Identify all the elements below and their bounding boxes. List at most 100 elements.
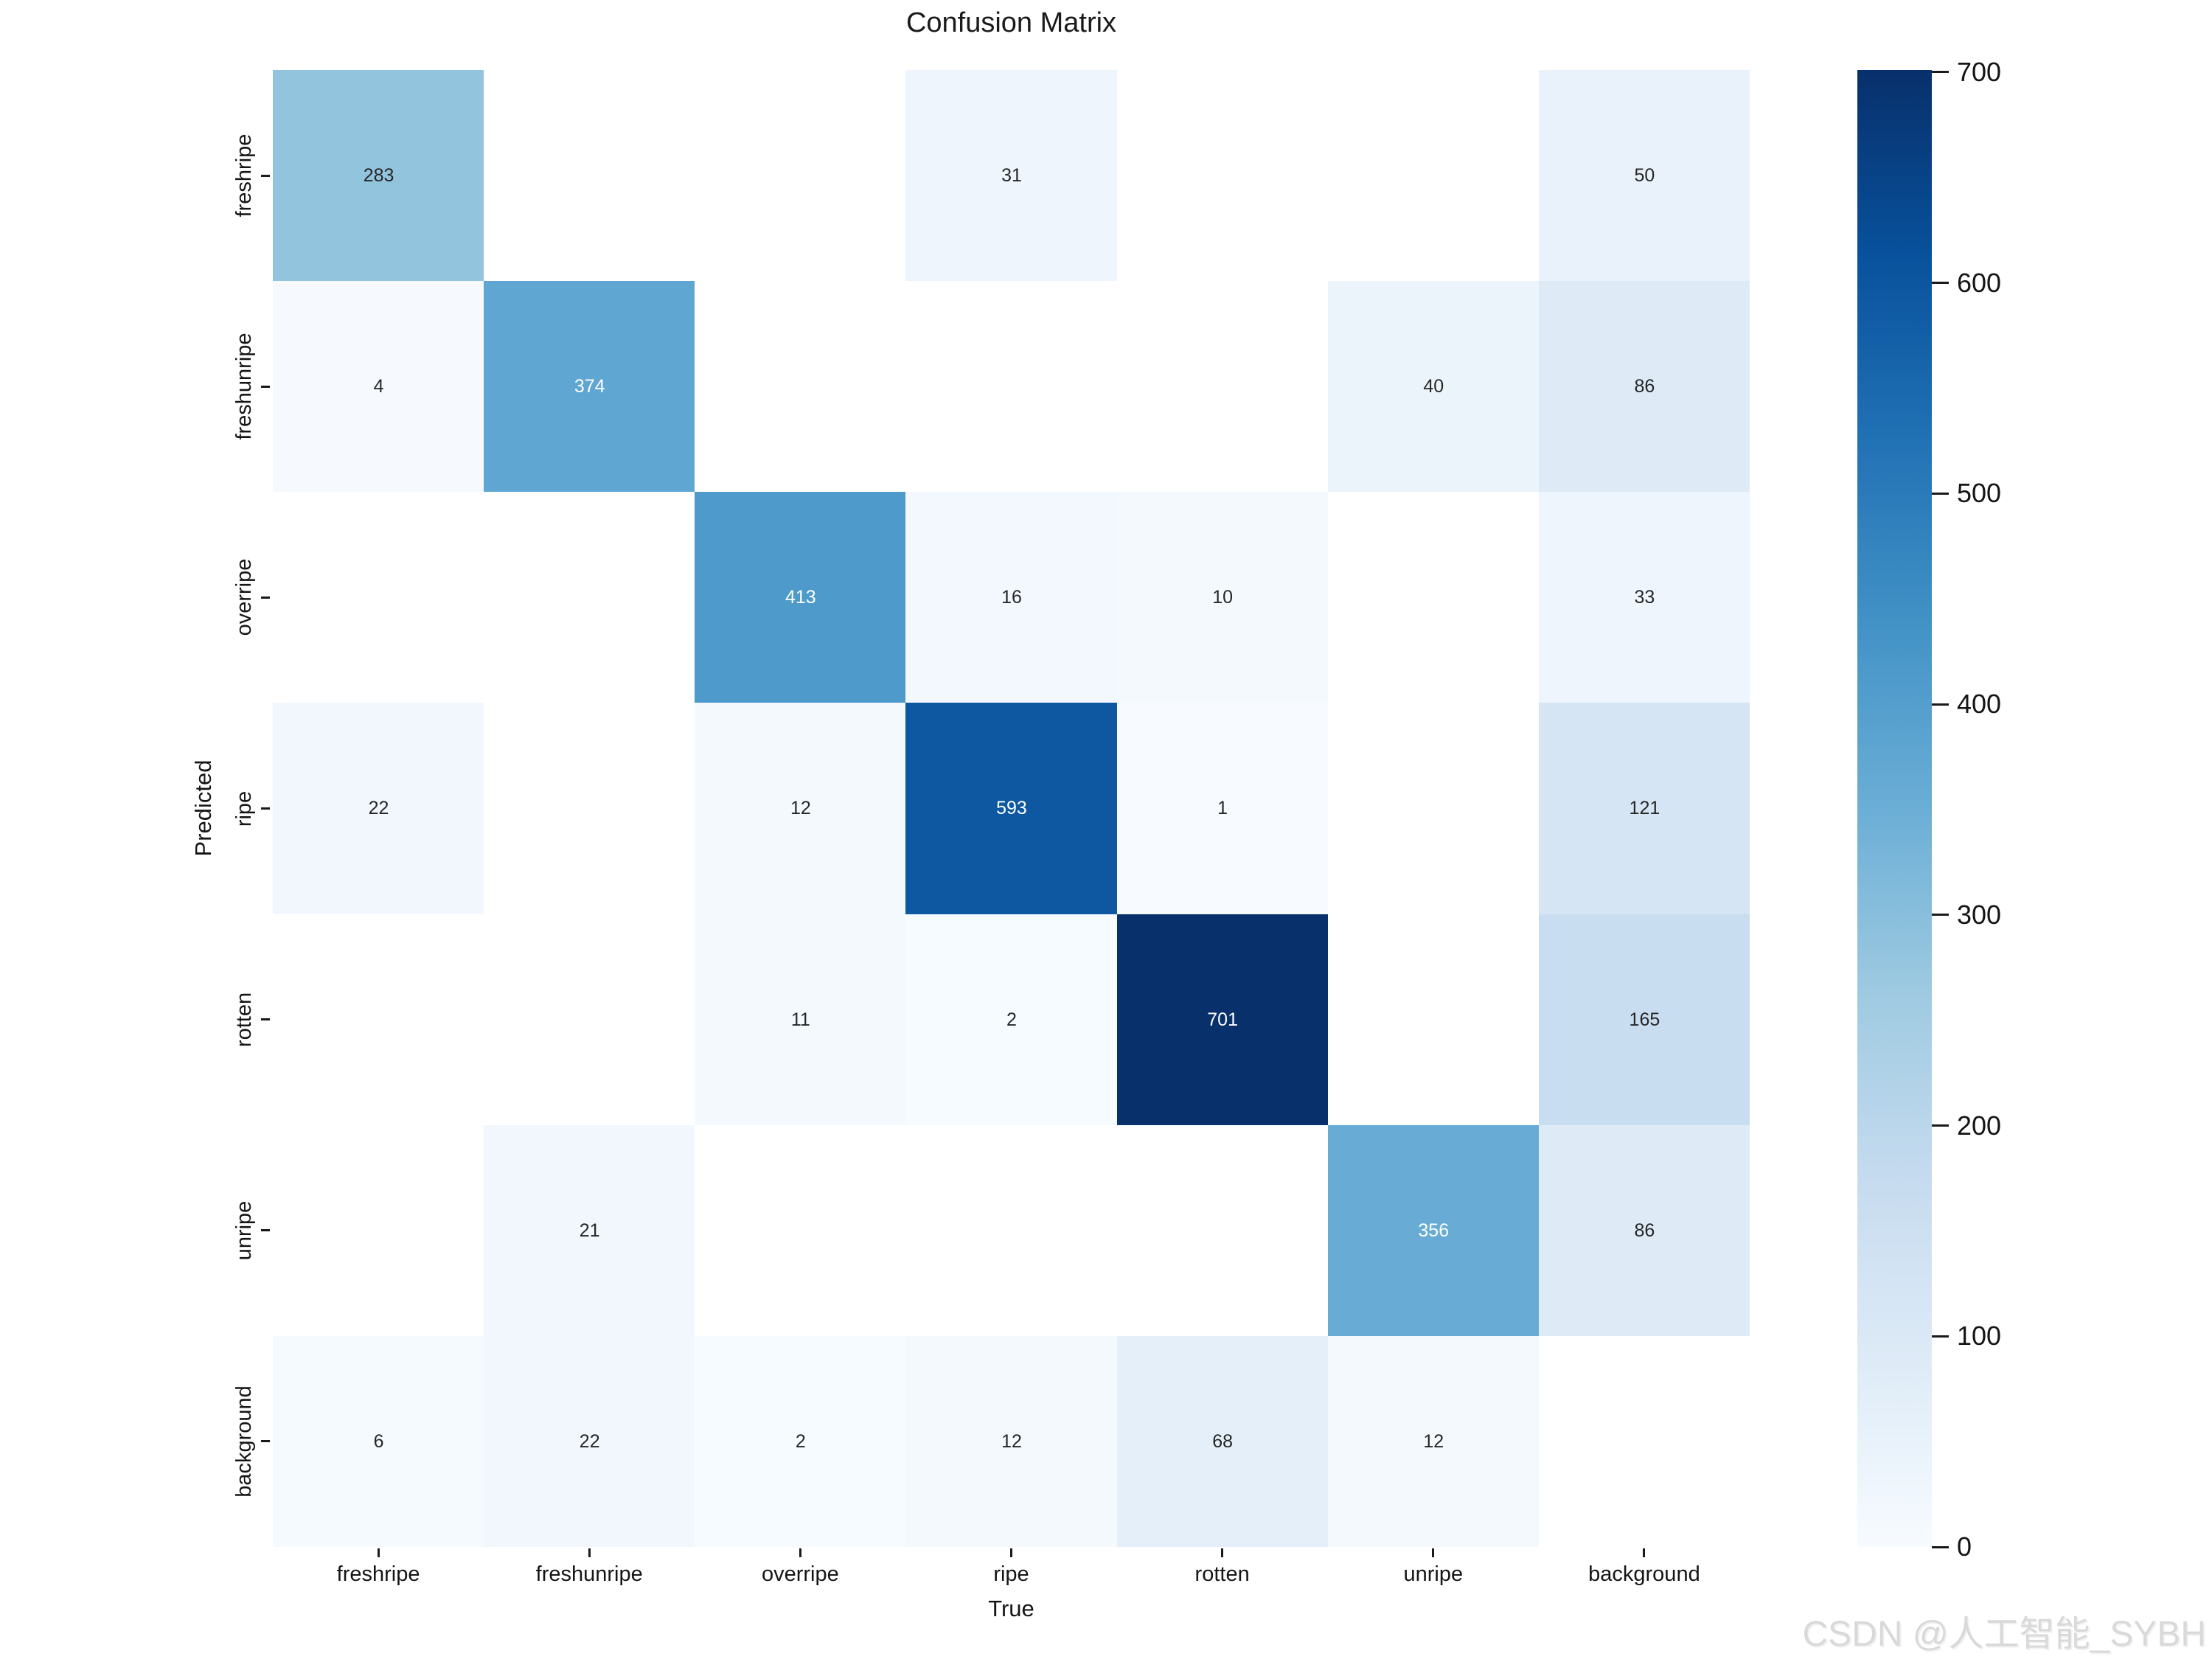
y-tick-mark <box>261 1440 270 1443</box>
y-axis-label: Predicted <box>190 759 216 857</box>
colorbar-tick-mark <box>1932 1335 1949 1338</box>
cell-value: 6 <box>373 1430 384 1452</box>
heatmap-cell-ripe-background: 121 <box>1538 703 1750 915</box>
heatmap-cell-overripe-unripe <box>1327 492 1540 704</box>
cell-value: 2 <box>795 1430 806 1452</box>
cell-value: 31 <box>1001 165 1022 187</box>
y-tick-label-freshripe: freshripe <box>232 133 257 218</box>
colorbar-gradient <box>1857 70 1932 1547</box>
x-tick-label-background: background <box>1588 1562 1700 1586</box>
heatmap-cell-ripe-rotten: 1 <box>1116 703 1329 915</box>
x-tick-label-ripe: ripe <box>993 1562 1029 1586</box>
colorbar-tick-label-0: 0 <box>1957 1531 1972 1562</box>
heatmap-cell-background-freshripe: 6 <box>273 1335 485 1547</box>
y-tick-mark <box>261 596 270 599</box>
y-tick-label-overripe: overripe <box>232 558 257 636</box>
heatmap-cell-freshunripe-ripe <box>905 281 1118 493</box>
cell-value: 12 <box>1001 1430 1022 1452</box>
heatmap-cell-freshunripe-overripe <box>695 281 907 493</box>
cell-value: 40 <box>1423 376 1444 397</box>
cell-value: 16 <box>1001 587 1022 608</box>
heatmap-cell-background-freshunripe: 22 <box>484 1335 696 1547</box>
heatmap-cell-unripe-ripe <box>905 1124 1118 1337</box>
cell-value: 12 <box>1423 1430 1444 1452</box>
x-tick-mark <box>1221 1548 1224 1557</box>
colorbar-tick-mark <box>1932 71 1949 74</box>
x-tick-mark <box>1432 1548 1435 1557</box>
cell-value: 593 <box>996 798 1027 819</box>
x-tick-label-rotten: rotten <box>1194 1562 1250 1586</box>
heatmap-cell-freshripe-overripe <box>695 70 907 282</box>
heatmap-cell-overripe-overripe: 413 <box>695 492 907 704</box>
heatmap-cell-overripe-freshripe <box>273 492 485 704</box>
x-tick-mark <box>799 1548 801 1557</box>
colorbar-tick-label-600: 600 <box>1957 267 2002 298</box>
heatmap-cell-background-ripe: 12 <box>905 1335 1118 1547</box>
colorbar-tick-label-400: 400 <box>1957 689 2002 720</box>
cell-value: 165 <box>1629 1009 1660 1030</box>
heatmap-cell-freshunripe-freshripe: 4 <box>273 281 485 493</box>
heatmap-cell-unripe-rotten <box>1116 1124 1329 1337</box>
heatmap-cell-ripe-freshunripe <box>484 703 696 915</box>
y-tick-label-background: background <box>232 1385 257 1498</box>
heatmap-cell-freshunripe-freshunripe: 374 <box>484 281 696 493</box>
colorbar-tick-mark <box>1932 492 1949 495</box>
y-tick-label-rotten: rotten <box>232 992 257 1047</box>
watermark: CSDN @人工智能_SYBH <box>1802 1615 2206 1654</box>
x-tick-mark <box>1010 1548 1012 1557</box>
heatmap-cell-background-unripe: 12 <box>1327 1335 1540 1547</box>
heatmap-cell-rotten-unripe <box>1327 914 1540 1126</box>
cell-value: 1 <box>1217 798 1228 819</box>
cell-value: 86 <box>1634 1220 1655 1241</box>
heatmap-cell-freshripe-ripe: 31 <box>905 70 1118 282</box>
y-tick-label-unripe: unripe <box>232 1200 257 1261</box>
cell-value: 86 <box>1634 376 1655 397</box>
heatmap-cell-freshripe-rotten <box>1116 70 1329 282</box>
x-tick-label-overripe: overripe <box>761 1562 839 1586</box>
heatmap-cell-ripe-ripe: 593 <box>905 703 1118 915</box>
colorbar-tick-mark <box>1932 703 1949 706</box>
heatmap-cell-freshunripe-rotten <box>1116 281 1329 493</box>
cell-value: 68 <box>1212 1430 1234 1452</box>
heatmap-cell-background-background <box>1538 1335 1750 1547</box>
heatmap-cell-overripe-freshunripe <box>484 492 696 704</box>
heatmap-cell-unripe-freshripe <box>273 1124 485 1337</box>
colorbar-tick-mark <box>1932 1124 1949 1127</box>
cell-value: 22 <box>579 1430 600 1452</box>
cell-value: 22 <box>368 798 389 819</box>
colorbar-tick-label-500: 500 <box>1957 478 2002 509</box>
colorbar-tick-mark <box>1932 914 1949 917</box>
heatmap-cell-background-rotten: 68 <box>1116 1335 1329 1547</box>
chart-title: Confusion Matrix <box>905 7 1117 38</box>
heatmap-cell-ripe-overripe: 12 <box>695 703 907 915</box>
colorbar-tick-mark <box>1932 282 1949 285</box>
heatmap-cell-freshripe-freshripe: 283 <box>273 70 485 282</box>
cell-value: 283 <box>363 165 394 187</box>
cell-value: 701 <box>1207 1009 1238 1030</box>
heatmap-cell-rotten-overripe: 11 <box>695 914 907 1126</box>
cell-value: 10 <box>1212 587 1234 608</box>
x-axis-label: True <box>988 1596 1034 1621</box>
x-tick-label-freshripe: freshripe <box>336 1562 420 1586</box>
cell-value: 374 <box>574 376 605 397</box>
heatmap-cell-overripe-rotten: 10 <box>1116 492 1329 704</box>
heatmap-cell-freshripe-background: 50 <box>1538 70 1750 282</box>
y-tick-mark <box>261 1018 270 1021</box>
heatmap-cell-overripe-ripe: 16 <box>905 492 1118 704</box>
cell-value: 413 <box>785 587 816 608</box>
y-tick-mark <box>261 174 270 177</box>
colorbar-tick-label-100: 100 <box>1957 1321 2002 1352</box>
heatmap-cell-unripe-overripe <box>695 1124 907 1337</box>
y-tick-mark <box>261 807 270 810</box>
cell-value: 356 <box>1418 1220 1450 1241</box>
heatmap-cell-rotten-background: 165 <box>1538 914 1750 1126</box>
cell-value: 4 <box>373 376 384 397</box>
cell-value: 33 <box>1634 587 1655 608</box>
heatmap-grid: 283 31 50 4 374 40 86 413 16 10 33 22 12 593 1 121 11 2 70… <box>273 70 1750 1547</box>
x-tick-label-unripe: unripe <box>1403 1562 1464 1586</box>
heatmap-cell-freshripe-unripe <box>1327 70 1540 282</box>
cell-value: 50 <box>1634 165 1655 187</box>
heatmap-cell-ripe-freshripe: 22 <box>273 703 485 915</box>
x-tick-mark <box>377 1548 380 1557</box>
heatmap-cell-freshunripe-background: 86 <box>1538 281 1750 493</box>
